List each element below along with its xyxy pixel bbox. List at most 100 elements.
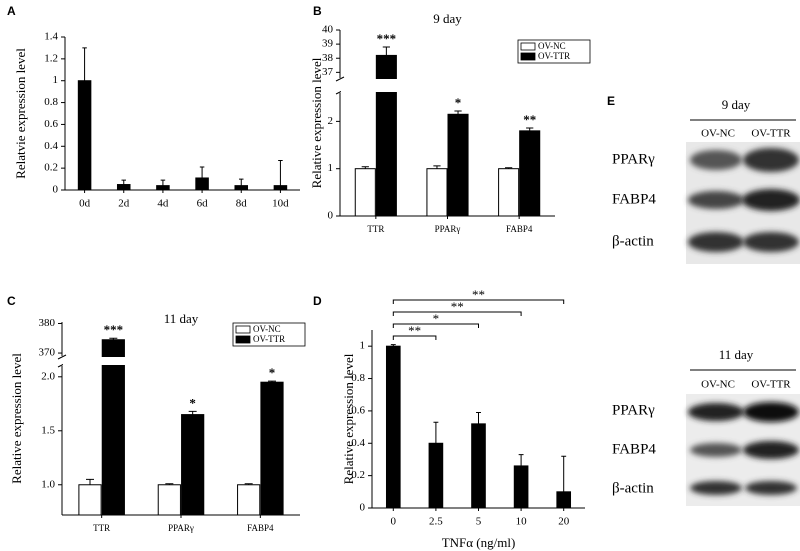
significance: ** — [408, 323, 421, 338]
y-tick-label: 39 — [322, 38, 334, 50]
bar — [428, 442, 444, 509]
break-gap — [63, 357, 301, 365]
y-axis-label: Relative expression level — [341, 353, 356, 484]
band — [688, 191, 744, 209]
y-tick-label: 1.4 — [44, 31, 58, 43]
x-tick-label: TTR — [93, 523, 110, 533]
error-bar — [476, 412, 481, 424]
error-bar — [518, 454, 524, 466]
blot-row: FABP4 — [612, 191, 656, 207]
error-bar — [433, 165, 441, 169]
bar — [181, 414, 205, 516]
y-tick-label: 0 — [328, 210, 334, 222]
x-tick-label: PPARγ — [168, 523, 194, 533]
bar — [385, 345, 401, 509]
legend-swatch — [520, 42, 536, 51]
band — [742, 189, 800, 211]
x-tick-label: FABP4 — [247, 523, 274, 533]
error-bar — [505, 167, 513, 169]
comparison-bracket — [392, 323, 479, 328]
y-tick-label: 2 — [328, 115, 334, 127]
y-tick-label: 0.6 — [44, 118, 58, 130]
y-tick-label: 0.6 — [351, 404, 365, 416]
y-tick-label: 1 — [360, 340, 366, 352]
bar — [556, 491, 572, 509]
blot-row: PPARγ — [612, 151, 655, 167]
bar — [195, 177, 209, 191]
significance: * — [455, 95, 462, 110]
y-tick-label: 40 — [322, 24, 334, 36]
bar — [234, 185, 249, 191]
axis-break — [335, 76, 345, 82]
blot-column: OV-TTR — [751, 379, 791, 391]
y-tick-label: 380 — [39, 317, 56, 329]
bar — [156, 185, 170, 191]
band — [743, 232, 799, 252]
comparison-bracket — [392, 299, 565, 304]
blot-row: β-actin — [612, 233, 654, 249]
legend-box — [517, 39, 591, 64]
band — [745, 481, 797, 495]
bar — [101, 339, 125, 516]
bar — [447, 113, 469, 217]
legend-swatch — [235, 325, 251, 334]
error-bar — [121, 179, 127, 185]
legend-label: OV-NC — [538, 41, 566, 51]
blot-title: 9 day — [722, 97, 751, 112]
x-tick-label: 5 — [476, 516, 482, 528]
error-bar — [526, 127, 534, 131]
x-tick-label: 20 — [558, 516, 570, 528]
bar — [498, 168, 520, 217]
error-bar — [433, 421, 439, 444]
bar — [273, 185, 288, 191]
y-tick-label: 1.0 — [41, 478, 55, 490]
y-tick-label: 2.0 — [41, 370, 55, 382]
panel-label: E — [607, 94, 615, 108]
band — [743, 402, 799, 422]
blot-panel: E 9 day OV-NC OV-TTR PPARγ FABP4 β-actin… — [607, 94, 800, 506]
error-bar — [244, 483, 253, 485]
legend-label: OV-TTR — [253, 334, 285, 344]
blot-row: FABP4 — [612, 441, 656, 457]
bar — [354, 168, 376, 217]
y-tick-label: 0 — [360, 502, 366, 514]
x-tick-label: PPARγ — [435, 224, 461, 234]
y-axis-label: Relative expression level — [309, 57, 324, 188]
blot-column: OV-TTR — [751, 128, 791, 140]
error-bar — [160, 179, 166, 186]
y-tick-label: 0.2 — [351, 469, 365, 481]
y-tick-label: 0.4 — [351, 437, 365, 449]
axis-break — [57, 354, 67, 360]
error-bar — [382, 46, 390, 56]
error-bar — [82, 47, 87, 81]
significance: *** — [377, 31, 397, 46]
error-bar — [454, 110, 462, 115]
bar — [237, 484, 261, 516]
y-tick-label: 38 — [322, 52, 334, 64]
x-tick-label: 10d — [272, 198, 289, 210]
blot-row: β-actin — [612, 480, 654, 496]
panel-label: A — [7, 4, 16, 18]
chart-title: 11 day — [164, 311, 199, 326]
significance: *** — [104, 322, 124, 337]
error-bar — [188, 410, 197, 415]
band — [688, 403, 744, 421]
y-tick-label: 0.8 — [44, 96, 58, 108]
panel-label: C — [7, 294, 16, 308]
blot-row: PPARγ — [612, 402, 655, 418]
error-bar — [561, 455, 567, 492]
bar — [513, 465, 529, 509]
bar — [78, 484, 102, 516]
y-tick-label: 1.2 — [44, 52, 58, 64]
legend-swatch — [235, 335, 251, 344]
y-tick-label: 0.2 — [44, 162, 58, 174]
significance: ** — [472, 287, 485, 302]
significance: * — [269, 365, 276, 380]
legend-label: OV-TTR — [538, 51, 570, 61]
blot-column: OV-NC — [701, 128, 735, 140]
x-tick-label: 2.5 — [429, 516, 443, 528]
y-axis-label: Relatvie expression level — [13, 48, 28, 179]
comparison-bracket — [392, 335, 437, 340]
y-tick-label: 37 — [322, 66, 334, 78]
